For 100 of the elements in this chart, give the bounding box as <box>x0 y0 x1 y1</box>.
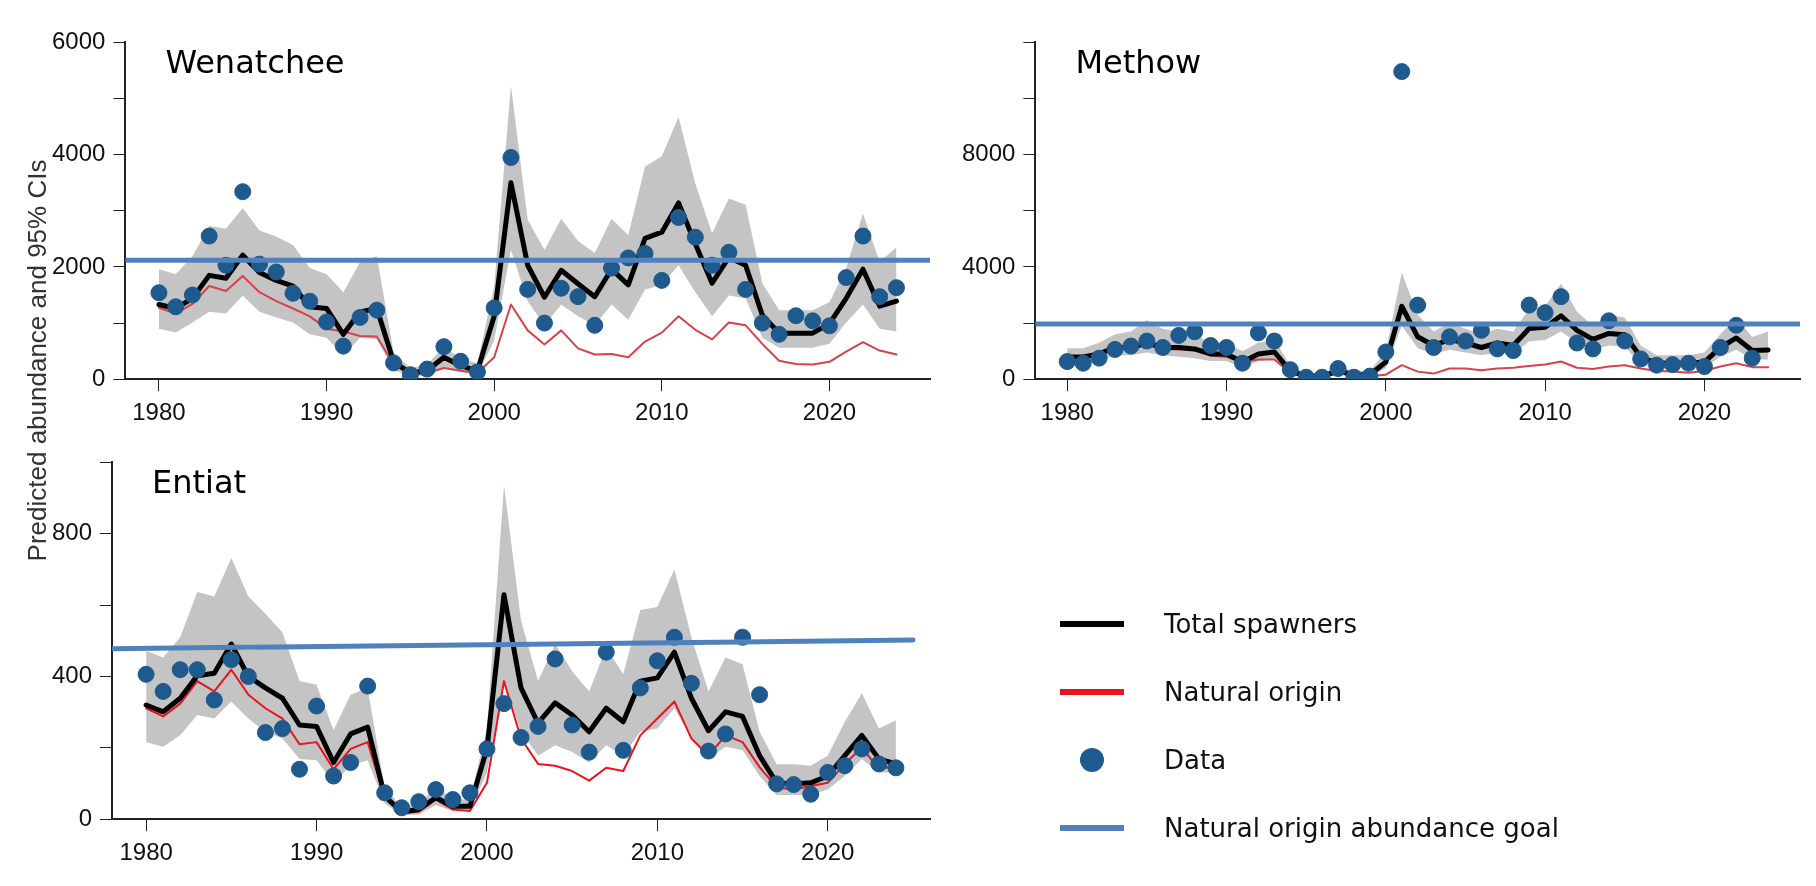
point <box>1679 354 1697 372</box>
point <box>301 292 319 310</box>
point <box>753 314 771 332</box>
point <box>653 271 671 289</box>
point <box>837 269 855 287</box>
x-tick-label: 1990 <box>299 398 354 426</box>
point <box>1249 324 1267 342</box>
point <box>1265 332 1283 350</box>
point <box>1711 338 1729 356</box>
x-tick-label: 1990 <box>1199 398 1254 426</box>
point <box>1584 340 1602 358</box>
point <box>1106 340 1124 358</box>
point <box>871 288 889 306</box>
point <box>519 280 537 298</box>
chart-title: Methow <box>1075 42 1202 81</box>
point <box>853 740 871 758</box>
point <box>385 354 403 372</box>
y-tick-label: 400 <box>52 661 93 689</box>
x-tick-label: 2000 <box>1359 398 1413 426</box>
point <box>1329 360 1347 378</box>
legend-label: Natural origin abundance goal <box>1164 813 1559 843</box>
point <box>137 665 155 683</box>
legend-label: Natural origin <box>1164 677 1343 707</box>
y-tick-label: 4000 <box>962 251 1016 279</box>
point <box>427 781 445 799</box>
point <box>887 279 905 297</box>
y-tick-label: 6000 <box>52 27 106 55</box>
x-tick-label: 2010 <box>630 838 685 866</box>
point <box>546 650 564 668</box>
point <box>737 280 755 298</box>
point <box>699 742 717 760</box>
y-tick-label: 0 <box>1002 363 1016 391</box>
point <box>1632 350 1650 368</box>
point <box>1202 337 1220 355</box>
x-tick-label: 2000 <box>460 838 514 866</box>
point <box>631 679 649 697</box>
point <box>1695 358 1713 376</box>
point <box>614 741 632 759</box>
point <box>256 724 274 741</box>
point <box>1393 63 1411 81</box>
point <box>854 227 872 245</box>
point <box>234 183 252 201</box>
point <box>435 338 453 356</box>
point <box>1154 338 1172 356</box>
x-tick-label: 2020 <box>801 838 855 866</box>
point <box>648 652 666 670</box>
point <box>597 643 615 661</box>
point <box>1074 354 1092 372</box>
point <box>485 299 503 317</box>
point <box>1664 356 1682 374</box>
point <box>1218 338 1236 356</box>
point <box>325 767 343 785</box>
point <box>273 720 291 738</box>
point <box>770 325 788 343</box>
point <box>1425 338 1443 356</box>
point <box>535 314 553 332</box>
x-tick-label: 1980 <box>132 398 186 426</box>
point <box>529 717 547 735</box>
point <box>1568 334 1586 352</box>
y-tick-label: 800 <box>52 518 93 546</box>
point <box>751 686 769 704</box>
point <box>239 667 257 685</box>
point <box>461 784 479 802</box>
point <box>502 148 520 166</box>
point <box>1504 342 1522 360</box>
point <box>284 284 302 302</box>
point <box>1441 328 1459 346</box>
point <box>1233 354 1251 372</box>
point <box>1520 296 1538 314</box>
point <box>802 785 820 803</box>
point <box>183 286 201 304</box>
x-tick-label: 1980 <box>119 838 173 866</box>
point <box>563 716 581 734</box>
x-tick-label: 2020 <box>1677 398 1732 426</box>
point <box>318 313 336 331</box>
point <box>785 776 803 794</box>
point <box>1409 296 1427 314</box>
point <box>787 307 805 325</box>
point <box>334 337 352 355</box>
point <box>1488 340 1506 358</box>
point <box>1377 343 1395 361</box>
point <box>478 740 496 758</box>
point <box>359 677 377 695</box>
y-tick-label: 2000 <box>52 251 106 279</box>
y-tick-label: 4000 <box>52 139 106 167</box>
point <box>150 284 168 302</box>
x-tick-label: 2010 <box>635 398 689 426</box>
point <box>1090 349 1108 367</box>
point <box>410 793 428 811</box>
chart-title: Entiat <box>152 462 247 501</box>
point <box>870 755 888 773</box>
point <box>393 799 411 817</box>
point <box>444 791 462 809</box>
x-tick-label: 2020 <box>802 398 857 426</box>
point <box>205 691 223 709</box>
point <box>1122 337 1140 355</box>
point <box>887 759 905 777</box>
point <box>804 312 822 330</box>
point <box>171 661 189 679</box>
point <box>1743 349 1761 367</box>
